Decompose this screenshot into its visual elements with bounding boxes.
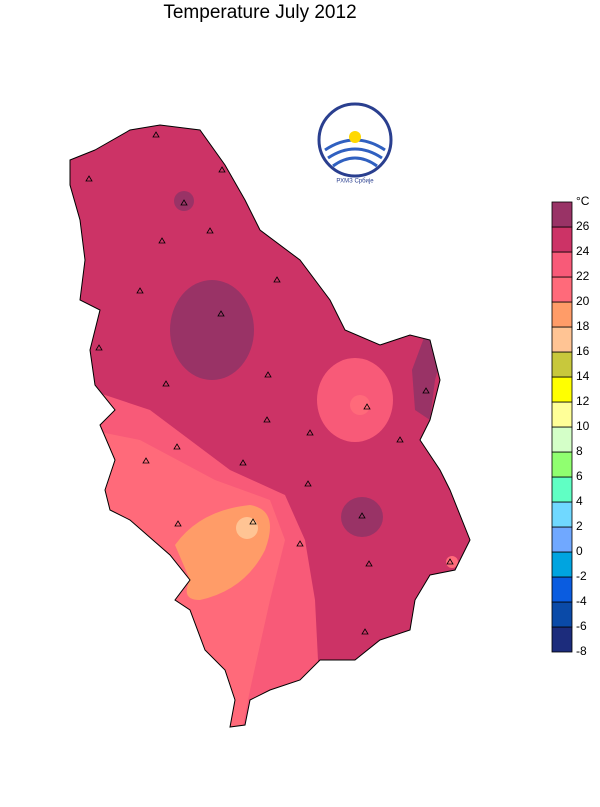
station bbox=[358, 512, 366, 519]
stations bbox=[85, 131, 454, 635]
station bbox=[264, 371, 272, 378]
legend-swatch bbox=[551, 226, 573, 253]
legend-swatch bbox=[551, 601, 573, 628]
legend-tick-label: 22 bbox=[576, 269, 590, 283]
station bbox=[162, 380, 170, 387]
station bbox=[361, 628, 369, 635]
legend-tick-label: 26 bbox=[576, 219, 590, 233]
station bbox=[218, 166, 226, 173]
station bbox=[95, 344, 103, 351]
temperature-field bbox=[70, 125, 470, 727]
station bbox=[142, 457, 150, 464]
legend-swatch bbox=[551, 526, 573, 553]
legend-swatch bbox=[551, 476, 573, 503]
legend-swatch bbox=[551, 326, 573, 353]
station bbox=[180, 199, 188, 206]
legend-swatch bbox=[551, 251, 573, 278]
title: Temperature July 2012 bbox=[163, 2, 356, 23]
legend-swatch bbox=[551, 201, 573, 228]
logo-text: РХМЗ Србије bbox=[336, 179, 374, 185]
legend-tick-label: 4 bbox=[576, 494, 583, 508]
station bbox=[304, 480, 312, 487]
legend-swatch bbox=[551, 501, 573, 528]
legend-tick-label: 10 bbox=[576, 419, 590, 433]
legend-tick-label: 12 bbox=[576, 394, 590, 408]
station bbox=[363, 403, 371, 410]
station bbox=[422, 387, 430, 394]
legend-swatch bbox=[551, 551, 573, 578]
station bbox=[239, 459, 247, 466]
station bbox=[446, 558, 454, 565]
legend-tick-label: -6 bbox=[576, 619, 587, 633]
station bbox=[85, 175, 93, 182]
legend-swatch bbox=[551, 451, 573, 478]
legend-swatch bbox=[551, 351, 573, 378]
legend-swatch bbox=[551, 376, 573, 403]
legend-tick-label: 6 bbox=[576, 469, 583, 483]
legend-tick-label: 2 bbox=[576, 519, 583, 533]
legend-tick-label: 14 bbox=[576, 369, 590, 383]
legend-tick-label: 18 bbox=[576, 319, 590, 333]
station bbox=[158, 237, 166, 244]
legend-tick-label: -8 bbox=[576, 644, 587, 658]
legend-swatch bbox=[551, 301, 573, 328]
station bbox=[273, 276, 281, 283]
legend-tick-label: 8 bbox=[576, 444, 583, 458]
legend-tick-label: 0 bbox=[576, 544, 583, 558]
station bbox=[217, 310, 225, 317]
legend-unit: °C bbox=[576, 194, 590, 208]
station bbox=[296, 540, 304, 547]
station bbox=[249, 518, 257, 525]
station bbox=[263, 416, 271, 423]
station bbox=[365, 560, 373, 567]
legend-tick-label: 16 bbox=[576, 344, 590, 358]
legend-tick-label: -4 bbox=[576, 594, 587, 608]
station bbox=[173, 443, 181, 450]
legend-tick-label: 24 bbox=[576, 244, 590, 258]
legend-swatch bbox=[551, 276, 573, 303]
legend-swatch bbox=[551, 576, 573, 603]
legend-tick-label: -2 bbox=[576, 569, 587, 583]
legend-swatch bbox=[551, 401, 573, 428]
station bbox=[152, 131, 160, 138]
station bbox=[136, 287, 144, 294]
legend-tick-label: 20 bbox=[576, 294, 590, 308]
station bbox=[174, 520, 182, 527]
legend-swatch bbox=[551, 426, 573, 453]
legend-swatch bbox=[551, 626, 573, 653]
logo: РХМЗ Србије bbox=[317, 102, 393, 185]
station bbox=[206, 227, 214, 234]
station bbox=[306, 429, 314, 436]
station bbox=[396, 436, 404, 443]
